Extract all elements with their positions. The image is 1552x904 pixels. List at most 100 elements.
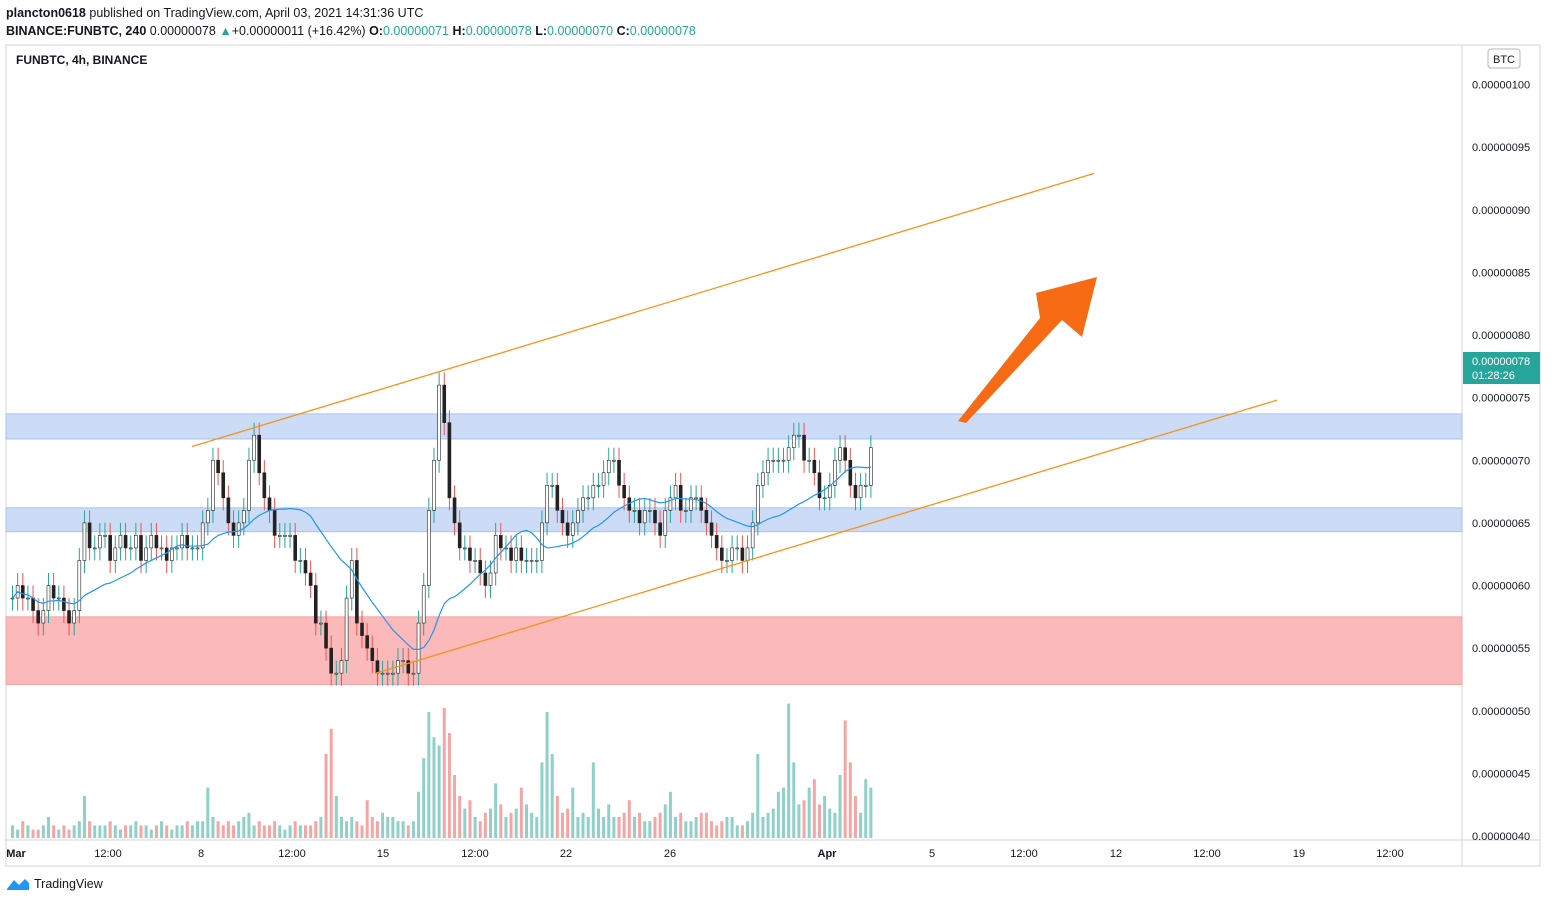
trend-arrow-icon[interactable] xyxy=(958,277,1097,423)
volume-bar xyxy=(437,745,441,838)
candle-body xyxy=(185,535,190,549)
candle-body xyxy=(406,660,411,674)
price-tick: 0.00000060 xyxy=(1472,581,1530,593)
volume-bar xyxy=(165,825,169,838)
author-name[interactable]: plancton0618 xyxy=(6,6,86,20)
volume-bar xyxy=(509,812,513,838)
volume-bar xyxy=(679,812,683,838)
currency-badge-label: BTC xyxy=(1493,54,1515,66)
volume-bar xyxy=(602,817,606,838)
candle-body xyxy=(791,434,796,449)
volume-bar xyxy=(370,817,374,838)
candle-body xyxy=(267,497,272,511)
volume-bar xyxy=(843,720,847,838)
volume-bar xyxy=(761,817,765,838)
last-price-label: 0.00000078 01:28:26 xyxy=(1463,352,1540,384)
candle-body xyxy=(673,484,678,499)
candle-body xyxy=(740,547,745,561)
volume-bar xyxy=(360,825,364,838)
candle-body xyxy=(838,447,842,461)
brand-name: TradingView xyxy=(34,877,103,891)
volume-bar xyxy=(473,817,477,838)
candle-body xyxy=(452,497,457,524)
support-zone-blue[interactable] xyxy=(5,507,1463,533)
candle-body xyxy=(56,597,61,600)
trend-channel[interactable] xyxy=(191,172,1278,674)
volume-bar xyxy=(735,825,739,838)
volume-bar xyxy=(694,817,698,838)
volume-bar xyxy=(771,808,775,838)
channel-lower-line[interactable] xyxy=(375,399,1278,674)
candle-body xyxy=(498,535,503,549)
volume-bar xyxy=(720,821,724,838)
time-axis[interactable]: Mar 12:00 8 12:00 15 12:00 22 26 Apr 5 12:00 12 12:0… xyxy=(6,848,1404,860)
candle-body xyxy=(524,560,529,562)
volume-bar xyxy=(154,825,158,838)
volume-bar xyxy=(848,762,852,838)
resistance-zone-red[interactable] xyxy=(5,616,1463,685)
volume-bar xyxy=(103,825,107,838)
change-up-icon: ▲ xyxy=(219,24,232,38)
candle-body xyxy=(642,510,647,524)
candlesticks xyxy=(10,372,873,686)
candle-body xyxy=(797,434,801,437)
volume-bar xyxy=(483,812,487,838)
candle-body xyxy=(766,459,770,474)
candle-body xyxy=(31,597,35,611)
volume-bar xyxy=(252,825,256,838)
candle-body xyxy=(822,497,827,500)
volume-bar xyxy=(303,825,307,838)
candle-body xyxy=(77,560,82,611)
candle-body xyxy=(134,535,138,549)
channel-upper-line[interactable] xyxy=(191,172,1095,448)
candle-body xyxy=(298,560,303,562)
volume-bar xyxy=(581,812,585,838)
time-tick: Mar xyxy=(6,848,26,860)
price-axis[interactable]: 0.00000040 0.00000045 0.00000050 0.00000055… xyxy=(1472,80,1530,844)
volume-bar xyxy=(658,812,662,838)
support-zone-blue[interactable] xyxy=(5,413,1463,440)
candle-body xyxy=(123,535,128,549)
volume-bar xyxy=(144,825,148,838)
candle-body xyxy=(519,547,524,561)
candle-body xyxy=(401,660,405,662)
volume-bar xyxy=(555,796,559,838)
candle-body xyxy=(442,384,447,423)
ma-line xyxy=(12,466,871,650)
footer-brand[interactable]: TradingView xyxy=(6,876,103,892)
candle-body xyxy=(319,622,323,625)
candle-body xyxy=(730,547,734,561)
candle-body xyxy=(745,547,750,561)
volume-bar xyxy=(314,821,318,838)
volume-bar xyxy=(627,800,631,838)
last-price-value: 0.00000078 xyxy=(1472,356,1530,368)
volume-bar xyxy=(319,817,323,838)
candle-body xyxy=(128,547,133,550)
candle-body xyxy=(221,472,226,499)
volume-bar xyxy=(519,787,523,838)
volume-bar xyxy=(525,804,528,838)
volume-bar xyxy=(447,733,451,838)
candle-body xyxy=(272,510,277,536)
volume-bar xyxy=(530,812,534,838)
volume-bar xyxy=(576,817,580,838)
candle-body xyxy=(853,484,858,499)
volume-bar xyxy=(514,808,518,838)
candle-body xyxy=(689,497,693,511)
volume-bar xyxy=(458,796,462,838)
candle-body xyxy=(858,484,863,499)
candle-body xyxy=(591,484,596,499)
ohlc-line: BINANCE:FUNBTC, 240 0.00000078 ▲+0.00000… xyxy=(6,22,696,40)
volume-bar xyxy=(206,787,210,838)
candle-body xyxy=(380,672,385,675)
candle-body xyxy=(226,497,231,524)
candle-body xyxy=(663,510,668,536)
volume-bar xyxy=(350,817,354,838)
volume-bar xyxy=(756,754,760,838)
candle-body xyxy=(699,497,704,511)
candle-body xyxy=(349,560,354,599)
candle-body xyxy=(195,547,200,550)
currency-badge[interactable]: BTC xyxy=(1487,48,1521,69)
volume-bar xyxy=(98,825,102,838)
